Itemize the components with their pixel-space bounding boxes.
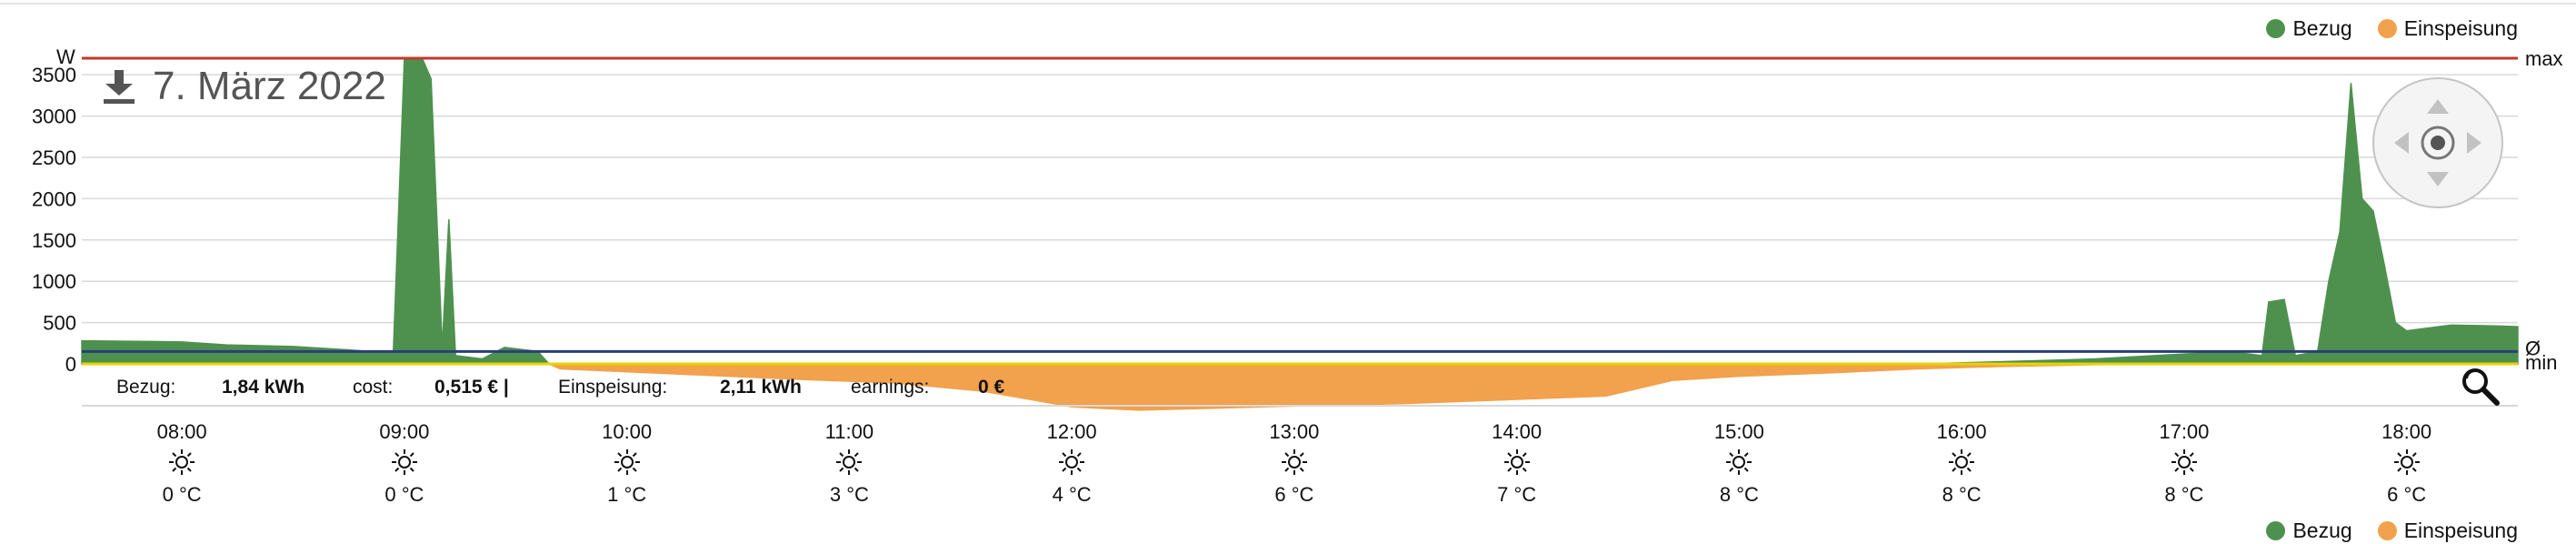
y-tick-label: 1000 (32, 270, 76, 293)
legend-label-einspeisung-bottom: Einspeisung (2403, 519, 2518, 542)
download-icon[interactable] (102, 68, 136, 105)
y-tick-label: 1500 (32, 229, 76, 252)
weather-column: 18:00 6 °C (2357, 418, 2457, 509)
sun-icon (1912, 448, 2012, 481)
x-tick-label: 18:00 (2381, 420, 2432, 443)
sun-icon (1689, 448, 1789, 481)
legend-item-bezug-bottom[interactable]: Bezug (2266, 519, 2352, 543)
chart-areas (81, 57, 2519, 411)
legend-bottom: Bezug Einspeisung (2266, 519, 2518, 543)
weather-column: 15:00 8 °C (1689, 418, 1789, 509)
series-area-einspeisung (548, 363, 2184, 411)
date-title: 7. März 2022 (153, 64, 386, 108)
bezug-value: 1,84 kWh (222, 377, 305, 398)
legend-dot-einspeisung (2377, 19, 2397, 38)
weather-column: 10:00 1 °C (577, 418, 677, 509)
sun-icon (354, 448, 454, 481)
einspeisung-value: 2,11 kWh (720, 377, 802, 398)
x-tick-label: 12:00 (1046, 420, 1097, 443)
legend-item-einspeisung[interactable]: Einspeisung (2377, 16, 2518, 41)
pan-right-icon[interactable] (2467, 132, 2481, 154)
temperature-label: 6 °C (1274, 483, 1314, 506)
sun-icon (577, 448, 677, 481)
legend-dot-bezug (2266, 19, 2286, 38)
x-tick-label: 10:00 (602, 420, 653, 443)
x-tick-label: 09:00 (379, 420, 430, 443)
earnings-label: earnings: (851, 377, 930, 398)
pan-up-icon[interactable] (2427, 99, 2449, 114)
chart-title: 7. März 2022 (102, 64, 386, 109)
legend-label-bezug-bottom: Bezug (2292, 519, 2352, 542)
y-axis-ticks: 0 500 1000 1500 2000 2500 3000 3500 (32, 64, 76, 376)
pan-center-icon[interactable] (2421, 126, 2455, 160)
y-tick-label: 2000 (32, 187, 76, 210)
weather-column: 14:00 7 °C (1467, 418, 1567, 509)
zoom-icon[interactable] (2460, 366, 2500, 406)
temperature-label: 8 °C (1942, 483, 1982, 506)
y-tick-label: 3000 (32, 106, 76, 128)
series-area-bezug (81, 57, 2519, 365)
temperature-label: 4 °C (1052, 483, 1092, 506)
y-tick-label: 0 (65, 353, 76, 376)
reference-label-min: min (2525, 351, 2557, 374)
temperature-label: 8 °C (2164, 483, 2204, 506)
legend-dot-bezug-bottom (2266, 521, 2286, 540)
weather-column: 17:00 8 °C (2134, 418, 2234, 509)
temperature-label: 8 °C (1719, 483, 1759, 506)
temperature-label: 0 °C (384, 483, 424, 506)
legend-top: Bezug Einspeisung (2266, 16, 2518, 41)
y-tick-label: 2500 (32, 146, 76, 169)
legend-label-einspeisung: Einspeisung (2403, 16, 2518, 40)
sun-icon (2357, 448, 2457, 481)
weather-column: 13:00 6 °C (1244, 418, 1344, 509)
x-tick-label: 17:00 (2159, 420, 2210, 443)
einspeisung-label: Einspeisung: (558, 377, 668, 398)
weather-column: 08:00 0 °C (132, 418, 232, 509)
legend-item-bezug[interactable]: Bezug (2266, 16, 2352, 41)
cost-value: 0,515 € | (434, 377, 509, 398)
sun-icon (1244, 448, 1344, 481)
earnings-value: 0 € (978, 377, 1005, 398)
sun-icon (2134, 448, 2234, 481)
y-tick-label: 3500 (32, 64, 76, 86)
weather-column: 11:00 3 °C (799, 418, 899, 509)
x-tick-label: 15:00 (1713, 420, 1764, 443)
sun-icon (1022, 448, 1122, 481)
sun-icon (132, 448, 232, 481)
legend-dot-einspeisung-bottom (2377, 521, 2397, 540)
x-tick-label: 13:00 (1269, 420, 1320, 443)
temperature-label: 1 °C (607, 483, 647, 506)
sun-icon (799, 448, 899, 481)
sun-icon (1467, 448, 1567, 481)
weather-column: 09:00 0 °C (354, 418, 454, 509)
temperature-label: 7 °C (1497, 483, 1537, 506)
temperature-label: 3 °C (829, 483, 869, 506)
y-tick-label: 500 (43, 312, 76, 335)
temperature-label: 6 °C (2387, 483, 2427, 506)
temperature-label: 0 °C (162, 483, 202, 506)
reference-label-avg: Ø (2525, 337, 2541, 359)
pan-left-icon[interactable] (2394, 132, 2409, 154)
weather-column: 12:00 4 °C (1022, 418, 1122, 509)
x-tick-label: 11:00 (824, 420, 874, 443)
x-tick-label: 16:00 (1936, 420, 1987, 443)
x-tick-label: 14:00 (1492, 420, 1543, 443)
reference-label-max: max (2525, 47, 2563, 70)
stats-row: Bezug: 1,84 kWh cost: 0,515 € | Einspeis… (116, 377, 1004, 398)
legend-item-einspeisung-bottom[interactable]: Einspeisung (2377, 519, 2518, 543)
y-axis-unit: W (56, 45, 75, 68)
cost-label: cost: (353, 377, 394, 398)
weather-column: 16:00 8 °C (1912, 418, 2012, 509)
pan-down-icon[interactable] (2427, 172, 2449, 186)
x-tick-label: 08:00 (156, 420, 207, 443)
pan-navigator[interactable] (2372, 77, 2503, 208)
legend-label-bezug: Bezug (2292, 16, 2352, 40)
bezug-label: Bezug: (116, 377, 176, 398)
